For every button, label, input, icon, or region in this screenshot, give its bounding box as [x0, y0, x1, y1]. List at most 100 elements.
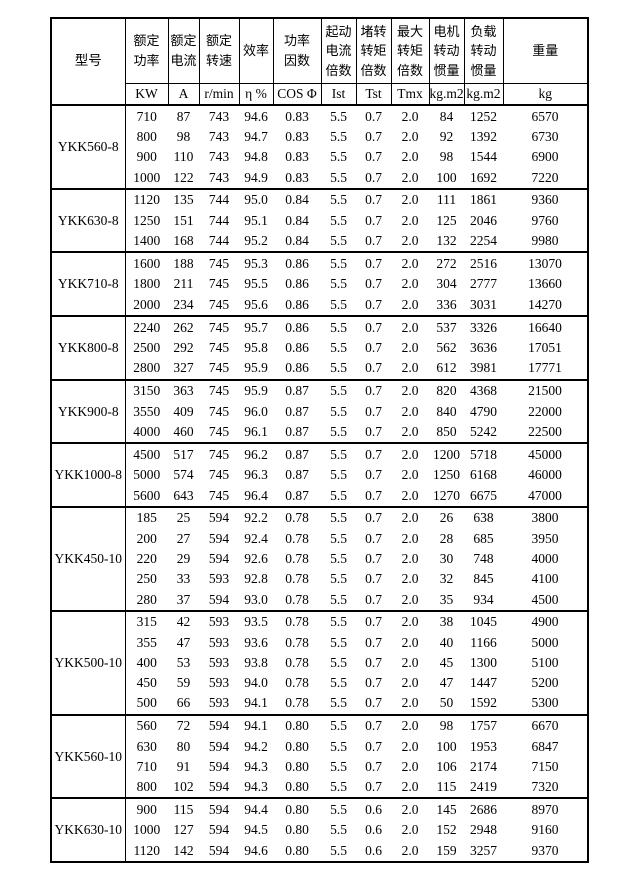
- data-cell: 0.7: [365, 571, 382, 587]
- table-row: 400 53 593 93.8 0.78 5.5 0.7 2.0 45 1300 5100: [51, 653, 588, 673]
- model-group: YKK560-8 710 87 743 94.6 0.83 5.5 0.7 2.0 84 1252 6…: [51, 105, 588, 189]
- data-cell: 3550: [133, 403, 161, 419]
- data-cell: 0.7: [365, 718, 382, 734]
- data-cell: 574: [173, 467, 194, 483]
- model-group: YKK630-10 900 115 594 94.4 0.80 5.5 0.6 2.0 145 26…: [51, 798, 588, 862]
- data-cell: 1544: [470, 149, 497, 165]
- data-cell: 0.78: [285, 675, 309, 691]
- data-cell: 5.5: [330, 571, 347, 587]
- col-header-unit: kg: [502, 82, 589, 106]
- data-cell: 594: [208, 779, 230, 795]
- data-cell: 0.7: [365, 108, 382, 124]
- data-cell: 125: [436, 212, 457, 228]
- data-cell: 745: [208, 319, 230, 335]
- data-cell: 5.5: [330, 779, 347, 795]
- col-header-name: 堵转 转矩 倍数: [355, 17, 392, 84]
- col-header-model: 型号: [50, 17, 126, 106]
- table-row: 1000 127 594 94.5 0.80 5.5 0.6 2.0 152 2948 9160: [51, 820, 588, 840]
- data-cell: 159: [436, 842, 457, 858]
- data-cell: 94.9: [244, 169, 268, 185]
- data-cell: 0.78: [285, 654, 309, 670]
- data-cell: 188: [173, 255, 194, 271]
- data-cell: 262: [173, 319, 194, 335]
- data-cell: 50: [439, 695, 454, 711]
- data-cell: 5718: [470, 446, 497, 462]
- data-cell: 94.3: [244, 758, 268, 774]
- data-cell: 1120: [133, 192, 161, 208]
- model-group: YKK710-8 1600 188 745 95.3 0.86 5.5 0.7 2.0 272 25…: [51, 252, 588, 316]
- data-cell: 168: [173, 233, 194, 249]
- data-cell: 0.7: [365, 487, 382, 503]
- data-cell: 0.80: [285, 842, 309, 858]
- data-cell: 2.0: [401, 530, 419, 546]
- data-cell: 0.86: [285, 276, 309, 292]
- col-header-unit: Tmx: [390, 82, 430, 106]
- data-cell: 460: [173, 423, 194, 439]
- data-cell: 92.4: [244, 530, 268, 546]
- model-cell: YKK800-8: [51, 315, 126, 380]
- data-cell: 1000: [133, 822, 161, 838]
- data-cell: 5.5: [330, 403, 347, 419]
- data-cell: 96.3: [244, 467, 268, 483]
- col-header-unit: COS Φ: [272, 82, 322, 106]
- data-cell: 0.7: [365, 233, 382, 249]
- data-cell: 562: [436, 339, 457, 355]
- data-cell: 710: [136, 758, 157, 774]
- data-cell: 95.8: [244, 339, 268, 355]
- data-cell: 1000: [133, 169, 161, 185]
- data-cell: 100: [436, 738, 457, 754]
- data-cell: 98: [439, 718, 454, 734]
- data-cell: 94.6: [244, 108, 268, 124]
- data-cell: 4368: [470, 383, 497, 399]
- data-cell: 2.0: [401, 779, 419, 795]
- data-cell: 92.2: [244, 510, 268, 526]
- data-cell: 5.5: [330, 822, 347, 838]
- data-cell: 25: [176, 510, 191, 526]
- data-cell: 900: [136, 149, 157, 165]
- data-cell: 1200: [433, 446, 460, 462]
- data-cell: 2254: [470, 233, 497, 249]
- data-cell: 4900: [531, 614, 559, 630]
- data-cell: 9370: [531, 842, 559, 858]
- model-cell: YKK560-8: [51, 105, 126, 189]
- data-cell: 292: [173, 339, 194, 355]
- data-cell: 6900: [531, 149, 559, 165]
- data-cell: 280: [136, 591, 157, 607]
- data-cell: 6675: [470, 487, 497, 503]
- data-cell: 594: [208, 550, 230, 566]
- data-cell: 638: [473, 510, 494, 526]
- data-cell: 5.5: [330, 614, 347, 630]
- data-cell: 0.7: [365, 591, 382, 607]
- data-cell: 92.8: [244, 571, 268, 587]
- data-cell: 0.78: [285, 591, 309, 607]
- table-row: 1800 211 745 95.5 0.86 5.5 0.7 2.0 304 2777 13660: [51, 274, 588, 294]
- data-cell: 30: [439, 550, 454, 566]
- col-header-name: 额定 转速: [198, 17, 240, 84]
- data-cell: 94.5: [244, 822, 268, 838]
- data-cell: 22000: [528, 403, 562, 419]
- data-cell: 0.6: [365, 842, 382, 858]
- data-cell: 96.1: [244, 423, 268, 439]
- data-cell: 1250: [133, 212, 161, 228]
- data-cell: 643: [173, 487, 194, 503]
- data-cell: 594: [208, 591, 230, 607]
- data-cell: 111: [436, 192, 457, 208]
- data-cell: 0.7: [365, 467, 382, 483]
- data-cell: 42: [176, 614, 191, 630]
- data-cell: 5.5: [330, 383, 347, 399]
- data-cell: 0.7: [365, 276, 382, 292]
- data-cell: 2.0: [401, 654, 419, 670]
- data-cell: 59: [176, 675, 191, 691]
- table-row: 630 80 594 94.2 0.80 5.5 0.7 2.0 100 1953 6847: [51, 736, 588, 756]
- data-cell: 0.7: [365, 319, 382, 335]
- data-cell: 745: [208, 383, 230, 399]
- data-cell: 1045: [470, 614, 497, 630]
- data-cell: 2.0: [401, 276, 419, 292]
- data-cell: 745: [208, 467, 230, 483]
- data-cell: 26: [439, 510, 454, 526]
- model-group: YKK450-10 185 25 594 92.2 0.78 5.5 0.7 2.0 26 638 3…: [51, 506, 588, 611]
- data-cell: 106: [436, 758, 457, 774]
- col-header-name: 起动 电流 倍数: [320, 17, 357, 84]
- data-cell: 2.0: [401, 383, 419, 399]
